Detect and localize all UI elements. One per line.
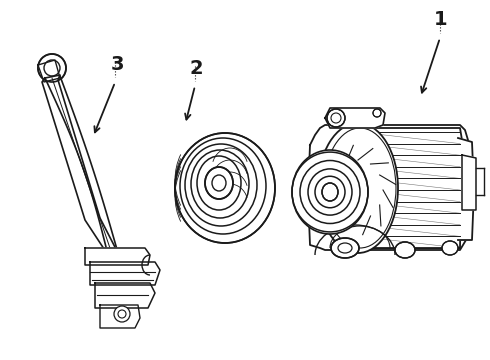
Ellipse shape (373, 109, 381, 117)
Polygon shape (42, 75, 118, 255)
Polygon shape (325, 108, 385, 128)
Polygon shape (355, 128, 462, 248)
Polygon shape (458, 138, 474, 240)
Ellipse shape (114, 306, 130, 322)
Polygon shape (95, 283, 155, 308)
Ellipse shape (175, 133, 275, 243)
Ellipse shape (318, 123, 398, 253)
Text: 2: 2 (189, 59, 203, 78)
Text: 1: 1 (434, 10, 448, 29)
Polygon shape (90, 262, 160, 285)
Text: 3: 3 (111, 55, 124, 74)
Ellipse shape (442, 241, 458, 255)
Ellipse shape (327, 109, 345, 127)
Polygon shape (38, 60, 60, 82)
Polygon shape (45, 76, 118, 255)
Ellipse shape (322, 183, 338, 201)
Polygon shape (308, 125, 468, 250)
Ellipse shape (205, 167, 233, 199)
Polygon shape (85, 248, 150, 265)
Ellipse shape (292, 150, 368, 234)
Polygon shape (100, 305, 140, 328)
Polygon shape (462, 155, 476, 210)
Ellipse shape (331, 238, 359, 258)
Ellipse shape (38, 54, 66, 82)
Ellipse shape (395, 242, 415, 258)
